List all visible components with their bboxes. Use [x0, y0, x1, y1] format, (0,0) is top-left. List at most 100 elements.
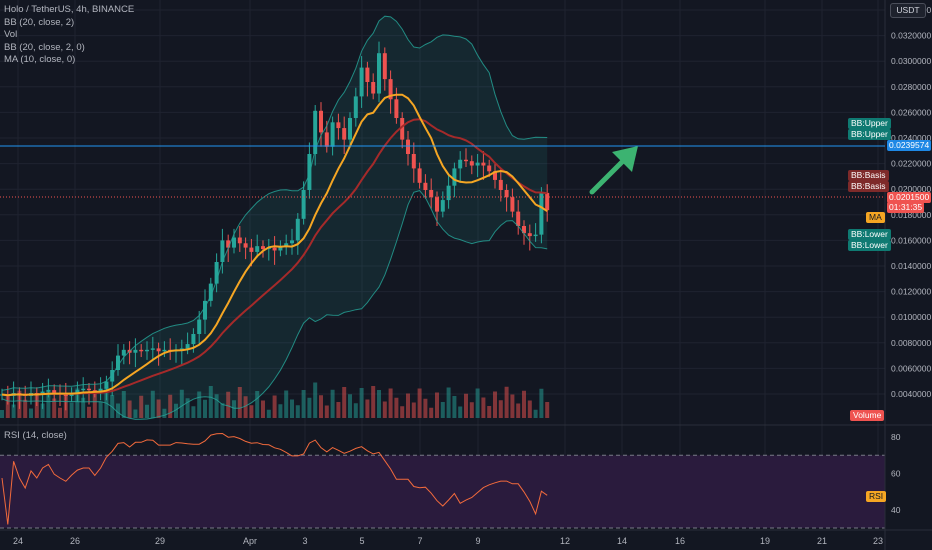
volume-bar: [417, 388, 422, 418]
price-tick-label: 0.0100000: [891, 312, 931, 322]
volume-bar: [98, 401, 103, 418]
volume-bar: [406, 393, 410, 418]
volume-bar: [255, 391, 260, 418]
ma-tag: MA: [866, 212, 885, 223]
candle-body: [400, 118, 405, 140]
bb-basis-tag-2: BB:Basis: [848, 181, 889, 192]
volume-bar: [481, 397, 486, 418]
drawings: [0, 145, 885, 198]
volume-bar: [342, 387, 347, 418]
price-tick-label: 0.0040000: [891, 389, 931, 399]
time-tick-label: 5: [359, 536, 364, 546]
candle-body: [452, 168, 457, 186]
volume-bar: [493, 391, 497, 418]
volume-bar: [382, 401, 387, 418]
candle-body: [284, 243, 289, 247]
legend-vol[interactable]: Vol: [4, 29, 18, 41]
volume-bar: [46, 389, 51, 418]
volume-tag: Volume: [850, 410, 885, 421]
volume-bar: [388, 388, 393, 418]
volume-bar: [162, 408, 167, 418]
candle-body: [255, 246, 260, 252]
volume-bar: [504, 386, 509, 418]
candle-body: [87, 388, 91, 391]
volume-bar: [185, 398, 190, 418]
time-tick-label: 3: [302, 536, 307, 546]
volume-bar: [278, 404, 283, 418]
candle-body: [75, 390, 80, 394]
rsi-tick-label: 80: [891, 432, 901, 442]
volume-bars: [0, 382, 550, 418]
volume-bar: [179, 389, 184, 418]
candle-body: [423, 182, 428, 190]
price-tick-label: 0.0240000: [891, 133, 931, 143]
candle-body: [295, 218, 300, 241]
indicator-lines: [1, 15, 548, 420]
candle-body: [290, 240, 294, 244]
candle-body: [301, 190, 306, 219]
volume-bar: [0, 410, 4, 418]
volume-bar: [81, 397, 86, 418]
volume-bar: [249, 405, 254, 418]
volume-bar: [121, 391, 126, 418]
candle-body: [249, 247, 254, 252]
volume-bar: [464, 393, 468, 418]
arrow-head: [612, 146, 638, 172]
candle-body: [116, 355, 120, 370]
candle-body: [203, 300, 207, 320]
volume-bar: [516, 403, 521, 418]
candle-body: [464, 159, 468, 162]
volume-bar: [545, 402, 550, 418]
candle-body: [46, 390, 51, 392]
candle-body: [319, 110, 323, 133]
candle-body: [313, 110, 318, 154]
legend-ma[interactable]: MA (10, close, 0): [4, 54, 76, 66]
symbol-title[interactable]: Holo / TetherUS, 4h, BINANCE: [4, 4, 135, 15]
ma-line: [1, 93, 548, 397]
time-tick-label: 19: [760, 536, 770, 546]
price-tick-label: 0.0260000: [891, 107, 931, 117]
candle-body: [353, 96, 358, 118]
candle-body: [382, 53, 387, 80]
volume-bar: [539, 388, 544, 418]
time-tick-label: 12: [560, 536, 570, 546]
candle-body: [435, 197, 439, 212]
candle-body: [417, 168, 422, 183]
volume-bar: [290, 399, 294, 418]
candle-body: [342, 128, 347, 140]
candle-body: [185, 344, 190, 349]
candle-body: [237, 237, 242, 244]
time-tick-label: 26: [70, 536, 80, 546]
candle-body: [440, 200, 445, 212]
candle-body: [533, 234, 538, 237]
volume-bar: [197, 391, 202, 418]
time-tick-label: 14: [617, 536, 627, 546]
candle-body: [475, 162, 480, 166]
price-tick-label: 0.0120000: [891, 287, 931, 297]
candle-body: [52, 390, 57, 394]
currency-button[interactable]: USDT: [890, 3, 926, 18]
indicator-legend: Holo / TetherUS, 4h, BINANCE BB (20, clo…: [4, 4, 134, 67]
legend-bb-2[interactable]: BB (20, close, 2, 0): [4, 41, 85, 53]
candle-body: [469, 161, 474, 166]
volume-bar: [469, 402, 474, 418]
rsi-tick-label: 60: [891, 468, 901, 478]
legend-bb[interactable]: BB (20, close, 2): [4, 16, 75, 28]
rsi-line: [1, 432, 548, 525]
candle-body: [191, 334, 196, 345]
volume-bar: [348, 394, 352, 418]
volume-bar: [214, 394, 219, 418]
volume-bar: [371, 386, 376, 418]
volume-bar: [330, 389, 335, 418]
time-tick-label: 16: [675, 536, 685, 546]
bollinger-band-fill: [2, 16, 548, 420]
candle-body: [156, 348, 161, 352]
candle-body: [510, 197, 515, 212]
rsi-band: [0, 455, 885, 528]
candle-body: [365, 67, 370, 82]
legend-rsi[interactable]: RSI (14, close): [4, 430, 67, 441]
volume-bar: [127, 400, 132, 418]
volume-bar: [527, 400, 532, 418]
candle-body: [81, 388, 86, 391]
